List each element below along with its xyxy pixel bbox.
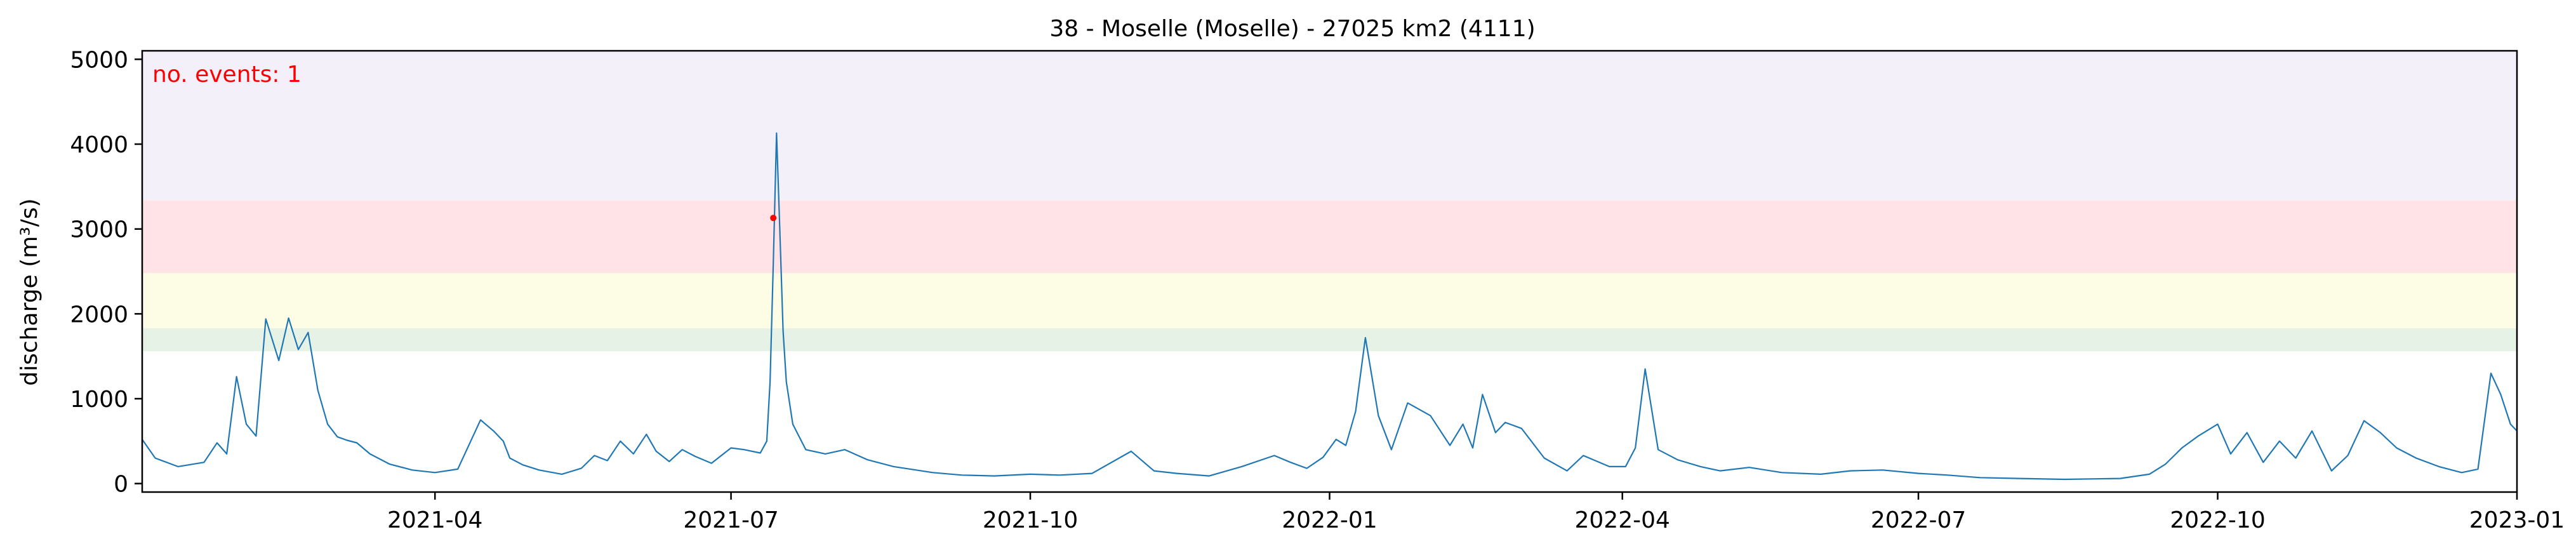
y-tick-label: 1000 (70, 387, 128, 413)
y-tick-label: 0 (114, 472, 128, 498)
y-tick-label: 5000 (70, 47, 128, 73)
threshold-band-2 (142, 273, 2517, 329)
threshold-band-1 (142, 328, 2517, 352)
events-count-annotation: no. events: 1 (152, 62, 302, 88)
threshold-band-4 (142, 51, 2517, 201)
x-tick-label: 2022-01 (1282, 507, 1377, 533)
threshold-bands (142, 51, 2517, 352)
y-tick-label: 3000 (70, 217, 128, 243)
chart-title: 38 - Moselle (Moselle) - 27025 km2 (4111… (1049, 16, 1535, 42)
x-tick-label: 2021-10 (983, 507, 1078, 533)
x-tick-label: 2021-04 (387, 507, 482, 533)
x-tick-label: 2022-04 (1575, 507, 1670, 533)
x-tick-label: 2021-07 (683, 507, 778, 533)
y-tick-label: 4000 (70, 132, 128, 158)
discharge-line (142, 132, 2518, 481)
discharge-series (142, 132, 2518, 481)
x-tick-label: 2023-01 (2469, 507, 2565, 533)
threshold-band-3 (142, 200, 2517, 274)
event-markers (770, 215, 777, 222)
y-axis: 0 1000 2000 3000 4000 5000 (70, 47, 142, 498)
y-tick-label: 2000 (70, 302, 128, 328)
x-tick-label: 2022-10 (2170, 507, 2265, 533)
y-axis-label: discharge (m³/s) (17, 198, 43, 385)
x-axis: 2021-04 2021-07 2021-10 2022-01 2022-04 2022-… (387, 492, 2565, 533)
x-tick-label: 2022-07 (1871, 507, 1966, 533)
event-point-1 (770, 215, 777, 222)
